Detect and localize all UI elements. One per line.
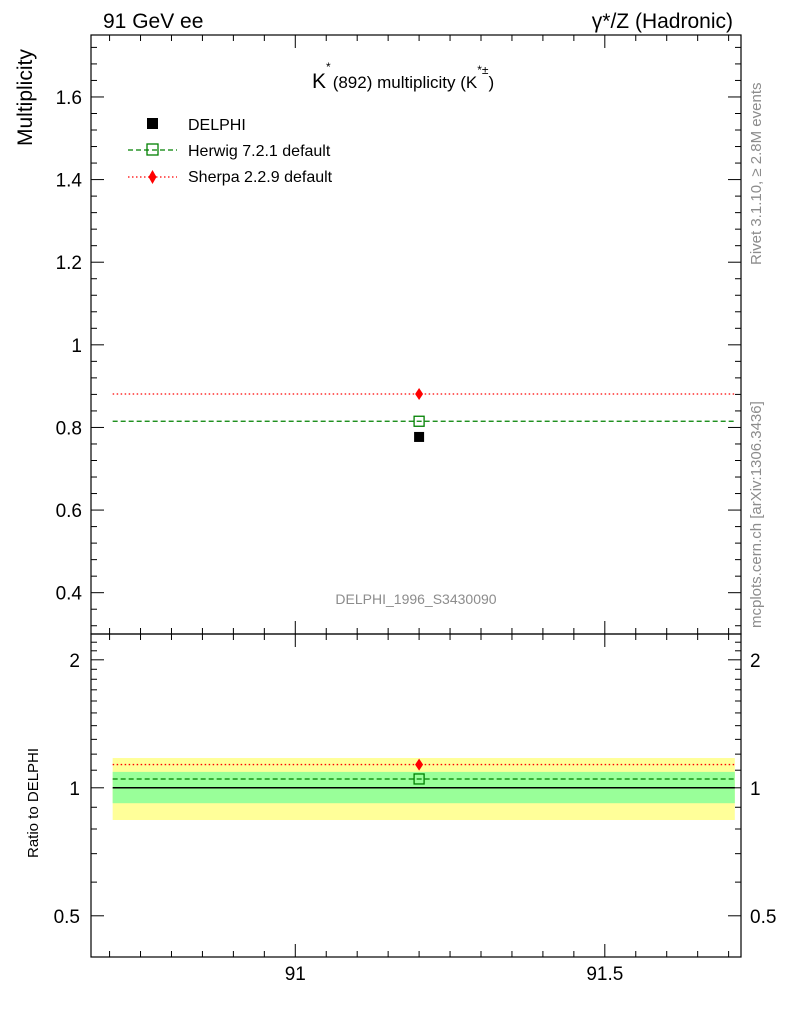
plot-title-sup: *± (477, 63, 489, 77)
plot-title: K*(892) multiplicity (K*±) (312, 60, 494, 93)
energy-label: 91 GeV ee (103, 10, 203, 33)
herwig-marker (413, 415, 425, 427)
main-y-tick-label: 0.6 (56, 501, 82, 522)
plot-title-rest: (892) multiplicity (K (333, 73, 478, 92)
x-tick-label: 91.5 (586, 964, 623, 985)
main-panel: 0.4 0.6 0.8 1 1.2 1.4 1.6 (56, 34, 742, 635)
main-y-tick-label: 1 (71, 336, 82, 357)
ratio-y-tick-label-left: 1 (69, 779, 80, 800)
plot-title-k: K (312, 70, 326, 93)
x-tick-label: 91 (285, 964, 306, 985)
ratio-y-tick-label-right: 0.5 (750, 907, 776, 928)
main-y-tick-label: 1.2 (56, 253, 82, 274)
legend-delphi-label: DELPHI (188, 117, 246, 134)
ratio-panel: 91 91.5 0.5 0.5 1 1 2 2 (54, 633, 776, 985)
main-y-tick-label: 1.4 (56, 171, 83, 192)
main-y-tick-label: 0.8 (56, 418, 82, 439)
analysis-watermark: DELPHI_1996_S3430090 (335, 591, 496, 607)
sherpa-marker (415, 387, 424, 400)
legend-sherpa-label: Sherpa 2.2.9 default (188, 169, 333, 186)
ratio-y-tick-label-left: 0.5 (54, 907, 80, 928)
plot-title-close: ) (489, 73, 495, 92)
legend: DELPHI Herwig 7.2.1 default Sherpa 2.2.9… (128, 117, 333, 186)
main-y-axis-label: Multiplicity (14, 49, 37, 146)
ratio-y-axis-label: Ratio to DELPHI (25, 748, 42, 858)
herwig-ratio-marker (413, 773, 425, 785)
main-y-tick-label: 1.6 (56, 88, 82, 109)
ratio-y-tick-label-right: 2 (750, 651, 761, 672)
ratio-y-tick-label-right: 1 (750, 779, 761, 800)
legend-herwig-label: Herwig 7.2.1 default (188, 143, 331, 160)
main-y-tick-label: 0.4 (56, 584, 83, 605)
mcplots-label: mcplots.cern.ch [arXiv:1306.3436] (748, 401, 765, 628)
sherpa-ratio-marker (415, 758, 424, 771)
legend-delphi-marker (147, 118, 158, 129)
plot-title-star: * (326, 60, 331, 74)
ratio-y-tick-label-left: 2 (69, 651, 80, 672)
ratio-plot-frame (90, 633, 742, 958)
delphi-data-point (414, 431, 425, 442)
legend-herwig-marker (146, 143, 159, 156)
process-label: γ*/Z (Hadronic) (592, 10, 733, 33)
legend-sherpa-marker (148, 170, 157, 184)
rivet-version-label: Rivet 3.1.10, ≥ 2.8M events (748, 83, 765, 266)
